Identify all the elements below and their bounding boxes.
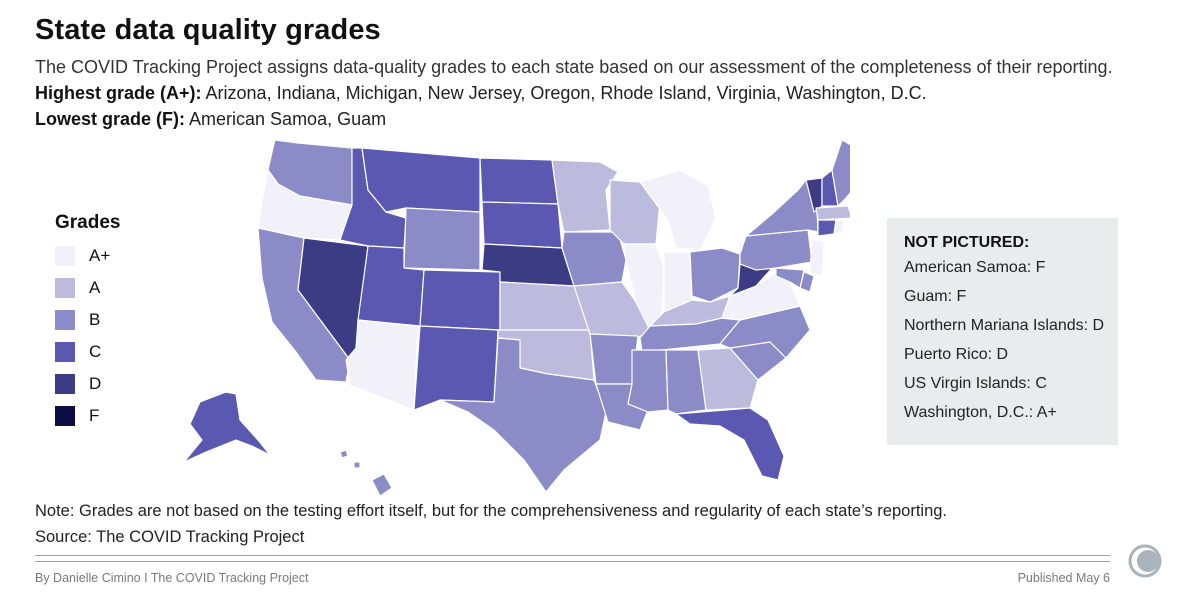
- state-HI-islet-1[interactable]: [353, 461, 361, 469]
- state-AL[interactable]: [665, 349, 707, 415]
- legend-title: Grades: [55, 212, 121, 233]
- highest-grade-states: Arizona, Indiana, Michigan, New Jersey, …: [201, 83, 927, 103]
- legend-item: D: [55, 368, 120, 400]
- legend-label: C: [89, 342, 102, 361]
- state-CO[interactable]: [419, 269, 501, 331]
- state-AR[interactable]: [589, 333, 639, 385]
- legend-swatch: [55, 246, 75, 266]
- state-TX[interactable]: [439, 337, 607, 493]
- state-IA[interactable]: [561, 231, 627, 287]
- not-pictured-title: NOT PICTURED:: [904, 234, 1030, 251]
- not-pictured-panel: NOT PICTURED: American Samoa: F Guam: F …: [887, 218, 1118, 445]
- legend-label: A+: [89, 246, 111, 265]
- lowest-grade-label: Lowest grade (F):: [35, 109, 186, 129]
- us-states-map: [183, 139, 850, 497]
- state-SD[interactable]: [481, 201, 563, 249]
- legend-item: A: [55, 272, 120, 304]
- legend-label: F: [89, 406, 100, 425]
- legend-label: B: [89, 310, 101, 329]
- lowest-grade-states: American Samoa, Guam: [185, 109, 387, 129]
- highest-grade-line: Highest grade (A+): Arizona, Indiana, Mi…: [35, 83, 927, 104]
- byline: By Danielle Cimino I The COVID Tracking …: [35, 571, 309, 585]
- not-pictured-item: Northern Mariana Islands: D: [904, 317, 1105, 334]
- state-AZ[interactable]: [345, 319, 419, 411]
- state-WY[interactable]: [403, 207, 481, 271]
- state-ME[interactable]: [831, 139, 850, 207]
- state-MT[interactable]: [361, 147, 481, 213]
- footnote: Note: Grades are not based on the testin…: [35, 502, 948, 520]
- legend-item: C: [55, 336, 120, 368]
- state-MD[interactable]: [775, 267, 805, 289]
- covid-tracking-logo-icon: [1128, 544, 1162, 578]
- legend-swatch: [55, 374, 75, 394]
- legend-label: A: [89, 278, 101, 297]
- state-MA[interactable]: [815, 205, 850, 221]
- legend-swatch: [55, 342, 75, 362]
- state-AK[interactable]: [183, 391, 271, 463]
- not-pictured-item: American Samoa: F: [904, 259, 1046, 276]
- state-RI[interactable]: [833, 219, 845, 235]
- legend-label: D: [89, 374, 102, 393]
- legend-swatch: [55, 406, 75, 426]
- state-NM[interactable]: [413, 325, 499, 411]
- legend-swatch: [55, 310, 75, 330]
- state-MN[interactable]: [551, 159, 619, 233]
- not-pictured-item: Puerto Rico: D: [904, 346, 1009, 363]
- state-HI-islet-2[interactable]: [339, 449, 349, 459]
- legend-swatch: [55, 278, 75, 298]
- state-ND[interactable]: [479, 157, 559, 205]
- footer-divider: [35, 561, 1110, 562]
- state-NY[interactable]: [745, 179, 819, 237]
- not-pictured-item: Washington, D.C.: A+: [904, 404, 1057, 421]
- state-NJ[interactable]: [809, 239, 825, 277]
- state-HI[interactable]: [371, 473, 393, 497]
- state-FL[interactable]: [675, 407, 785, 481]
- state-CT[interactable]: [817, 219, 837, 237]
- chart-subtitle: The COVID Tracking Project assigns data-…: [35, 57, 1113, 77]
- state-MS[interactable]: [627, 349, 669, 413]
- not-pictured-item: Guam: F: [904, 288, 967, 305]
- grades-legend: Grades A+ A B C D F: [55, 212, 120, 432]
- legend-item: A+: [55, 240, 120, 272]
- published-date: Published May 6: [1017, 571, 1110, 585]
- lowest-grade-line: Lowest grade (F): American Samoa, Guam: [35, 109, 386, 130]
- footer-divider: [35, 555, 1110, 556]
- not-pictured-item: US Virgin Islands: C: [904, 375, 1047, 392]
- state-MI[interactable]: [639, 169, 717, 251]
- source-line: Source: The COVID Tracking Project: [35, 528, 305, 546]
- highest-grade-label: Highest grade (A+):: [35, 83, 202, 103]
- legend-item: F: [55, 400, 120, 432]
- legend-item: B: [55, 304, 120, 336]
- chart-title: State data quality grades: [35, 14, 381, 46]
